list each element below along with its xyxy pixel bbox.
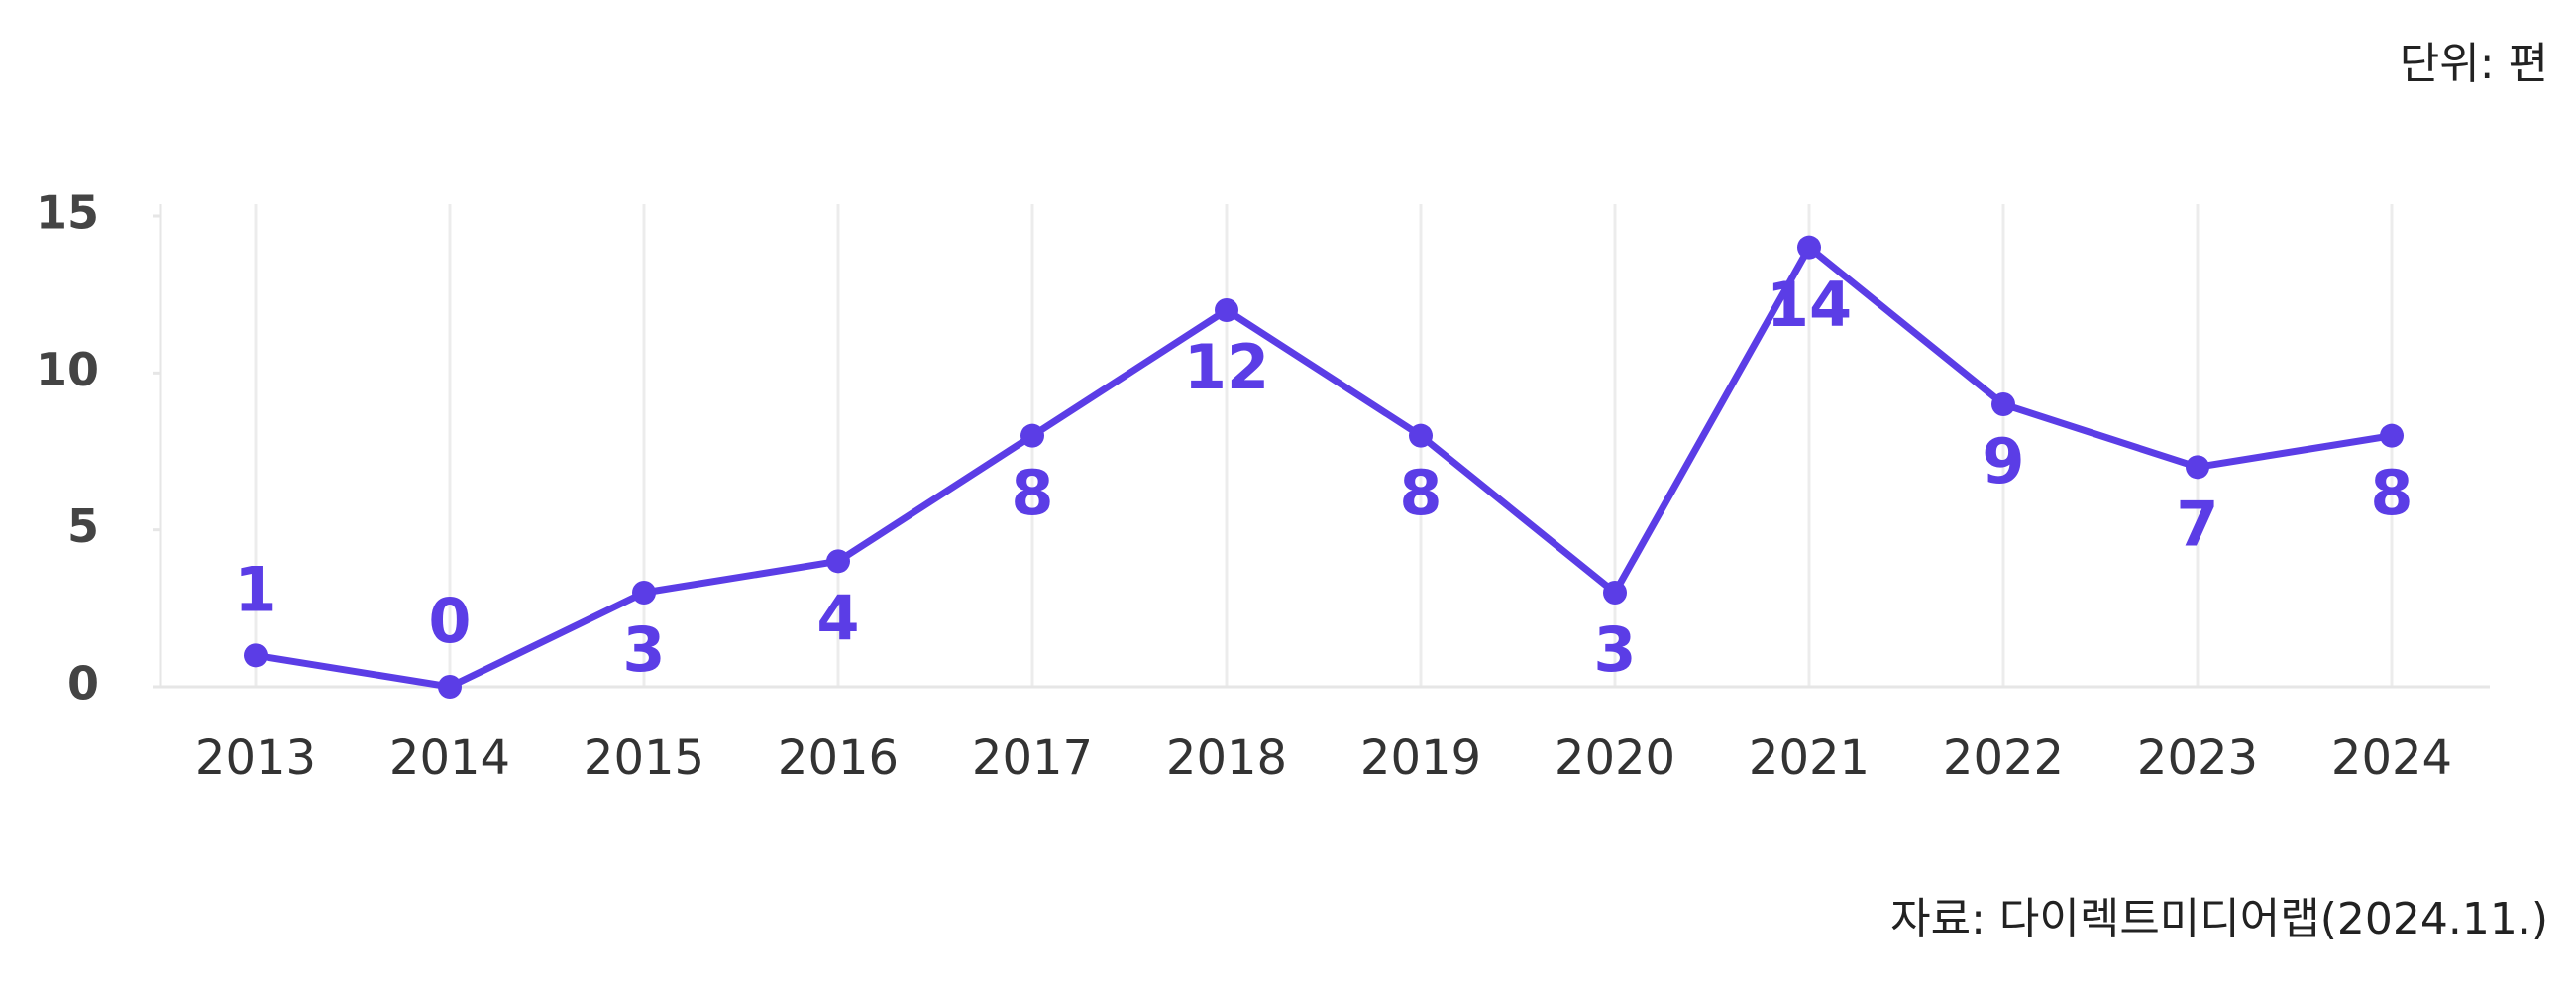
x-tick-label: 2019 [1360,730,1481,786]
x-tick-label: 2021 [1749,730,1870,786]
y-tick-label: 10 [36,343,99,396]
x-tick-label: 2022 [1943,730,2064,786]
x-tick-label: 2017 [972,730,1093,786]
x-tick-label: 2024 [2331,730,2452,786]
data-label: 12 [1184,331,1269,403]
data-point [2380,423,2404,448]
data-label: 14 [1767,269,1852,341]
x-tick-label: 2020 [1555,730,1675,786]
source-note: 자료: 다이렉트미디어랩(2024.11.) [1890,894,2548,944]
x-tick-label: 2016 [778,730,899,786]
data-label: 7 [2176,488,2218,560]
data-point [1020,423,1044,448]
data-label: 3 [622,613,665,686]
data-point [2186,455,2209,480]
data-label: 9 [1982,425,2024,497]
y-tick-label: 15 [36,186,99,240]
data-label: 4 [816,582,859,654]
data-point [1215,298,1238,322]
y-tick-label: 0 [67,657,99,711]
data-point [1409,423,1433,448]
x-tick-label: 2018 [1166,730,1287,786]
data-point [438,675,462,699]
x-tick-label: 2023 [2137,730,2258,786]
data-point [244,643,268,668]
y-tick-label: 5 [67,499,99,553]
data-point [1603,581,1627,605]
x-tick-label: 2015 [584,730,704,786]
x-tick-label: 2014 [389,730,510,786]
data-label: 0 [428,585,471,657]
data-line [255,244,2393,691]
data-point [1991,392,2015,416]
data-point [1797,235,1821,260]
data-label: 8 [2370,457,2413,529]
unit-note: 단위: 편 [2400,39,2548,89]
data-label: 8 [1011,457,1053,529]
data-point [826,549,850,574]
data-label: 8 [1399,457,1442,529]
data-label: 1 [234,553,276,625]
data-label: 3 [1593,613,1636,686]
data-point [632,581,656,605]
x-tick-label: 2013 [195,730,316,786]
